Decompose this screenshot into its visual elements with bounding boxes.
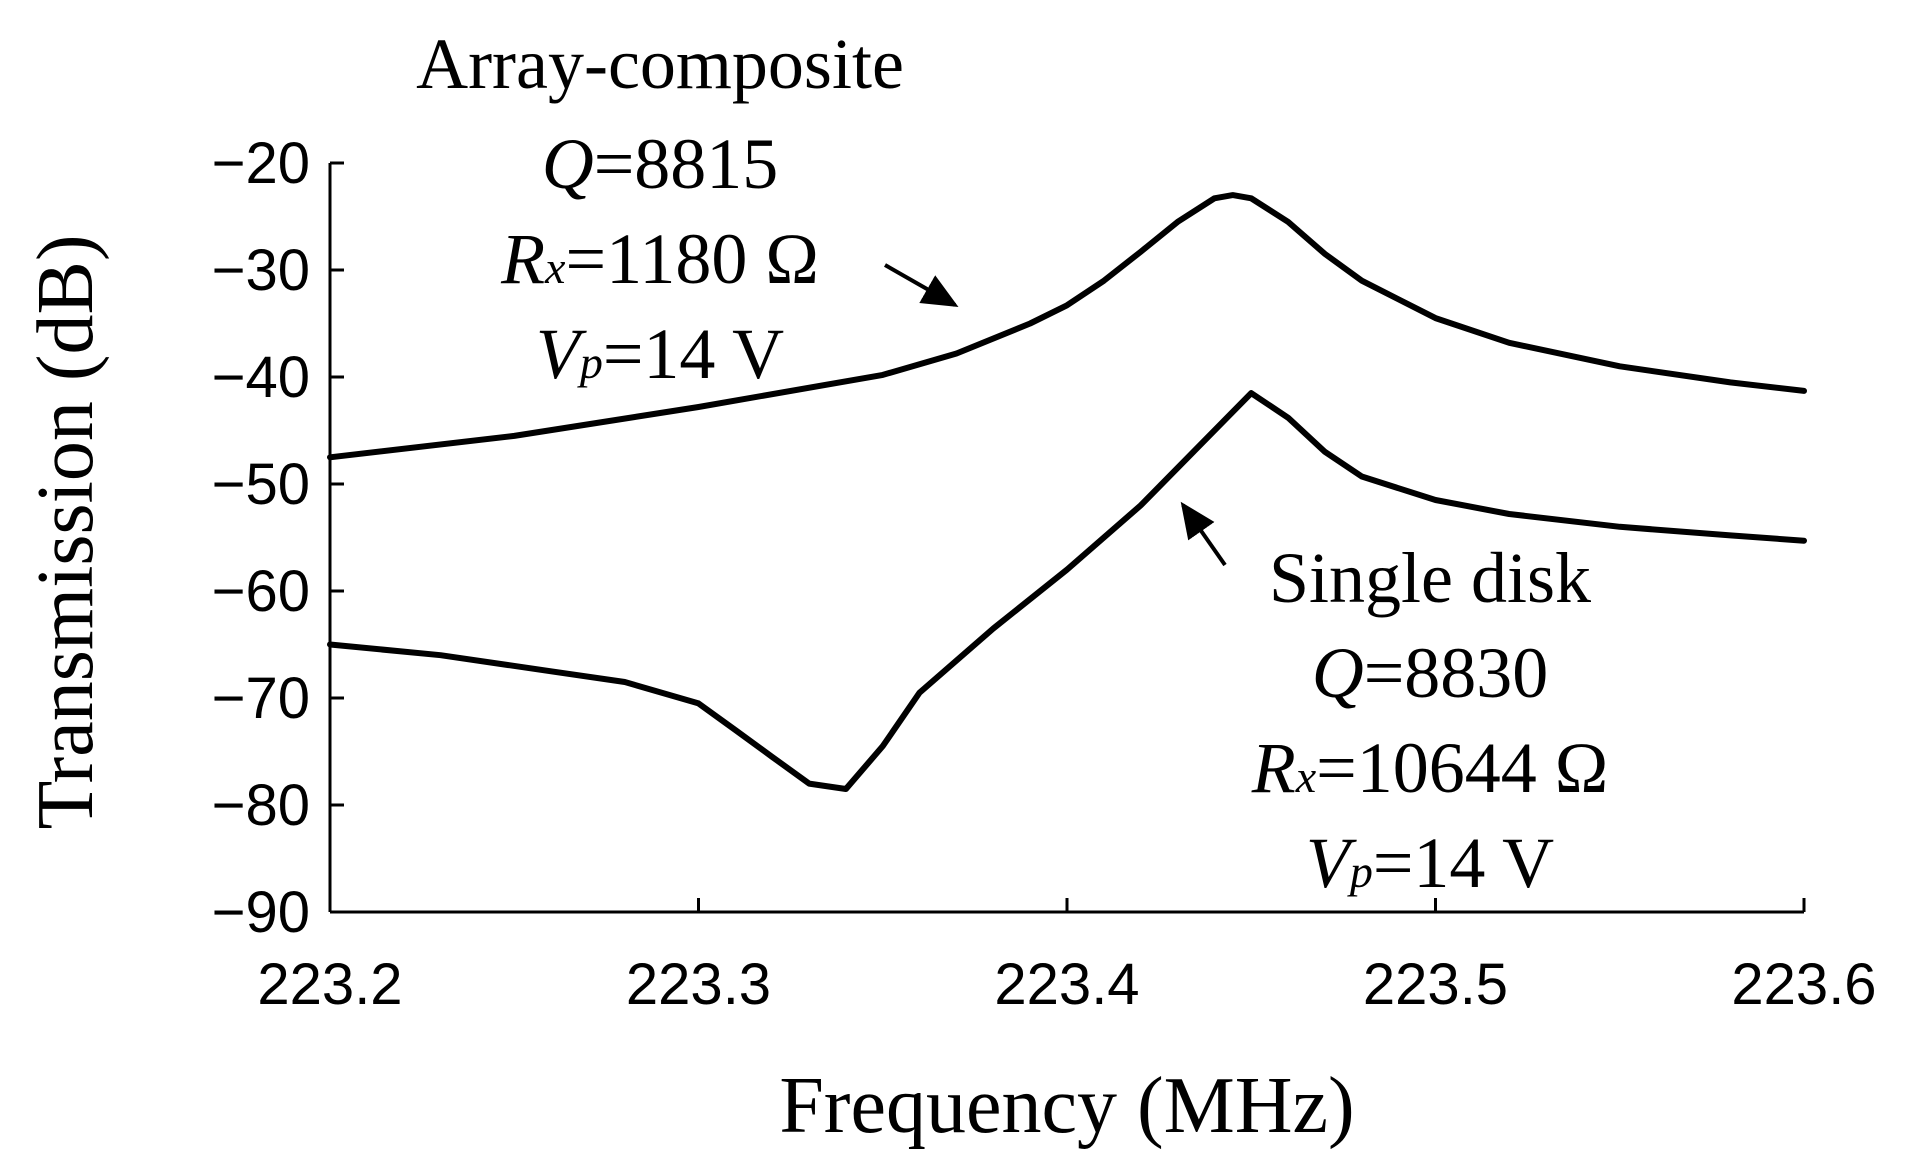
y-tick-label: −80 [212, 773, 310, 838]
y-tick-label: −60 [212, 559, 310, 624]
x-tick-label: 223.5 [1363, 952, 1508, 1017]
annotation-single-arrow [1180, 501, 1227, 567]
x-tick-label: 223.2 [257, 952, 402, 1017]
y-ticks: −20 −30 −40 −50 −60 −70 −80 −90 [212, 131, 344, 945]
annotation-array-rx: Rx=1180 Ω [500, 219, 819, 299]
annotation-single-rx: Rx=10644 Ω [1251, 728, 1609, 808]
x-tick-label: 223.4 [994, 952, 1139, 1017]
annotation-single-q: Q=8830 [1312, 633, 1549, 713]
annotation-single-name: Single disk [1269, 538, 1591, 618]
annotation-single-disk: Single disk Q=8830 Rx=10644 Ω Vp=14 V [1180, 501, 1609, 903]
series-line-single-disk [327, 390, 1807, 792]
y-tick-label: −20 [212, 131, 310, 196]
y-tick-label: −70 [212, 666, 310, 731]
x-axis-title: Frequency (MHz) [779, 1062, 1354, 1150]
annotation-array-q: Q=8815 [542, 124, 779, 204]
y-tick-label: −90 [212, 880, 310, 945]
x-tick-label: 223.6 [1731, 952, 1876, 1017]
series-layer [327, 192, 1807, 792]
y-tick-label: −50 [212, 452, 310, 517]
annotation-array-arrow [884, 263, 959, 307]
annotation-array-composite: Array-composite Q=8815 Rx=1180 Ω Vp=14 V [416, 24, 959, 394]
y-tick-label: −40 [212, 345, 310, 410]
annotation-single-vp: Vp=14 V [1306, 823, 1554, 903]
annotation-array-vp: Vp=14 V [536, 314, 784, 394]
x-ticks: 223.2 223.3 223.4 223.5 223.6 [257, 898, 1877, 1017]
y-axis-title: Transmission (dB) [22, 235, 110, 830]
y-tick-label: −30 [212, 238, 310, 303]
series-line-array-composite [327, 192, 1807, 461]
annotation-array-name: Array-composite [416, 24, 904, 104]
x-tick-label: 223.3 [626, 952, 771, 1017]
